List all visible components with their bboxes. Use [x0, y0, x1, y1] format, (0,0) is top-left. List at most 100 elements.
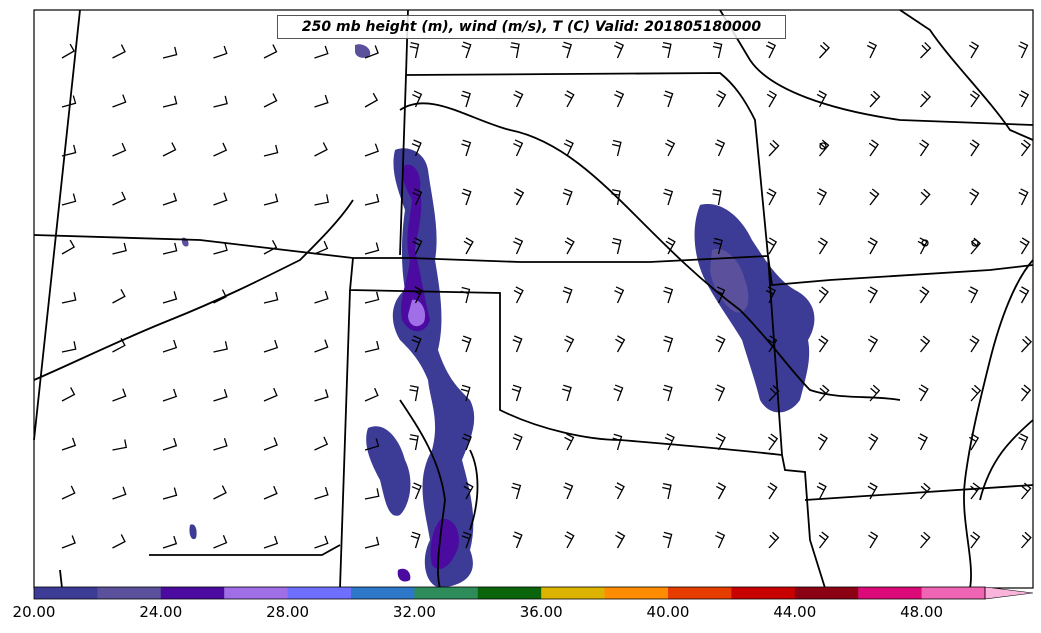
wind-barb — [868, 139, 879, 157]
wind-barb — [1019, 237, 1030, 255]
wind-barb — [213, 192, 228, 206]
wind-barb — [61, 535, 76, 549]
boundary-north-east — [719, 9, 1034, 126]
wind-barb — [263, 44, 278, 59]
wind-barb — [917, 433, 928, 451]
colorbar-tick-label: 36.00 — [519, 603, 563, 621]
wind-barb — [613, 41, 625, 59]
calm-wind-circle — [921, 239, 929, 247]
wind-barb — [816, 482, 827, 500]
wind-barb — [765, 41, 777, 59]
wind-barb — [112, 191, 127, 206]
wind-barb — [461, 90, 471, 108]
wind-barb — [715, 433, 726, 451]
wind-barb — [364, 92, 379, 108]
shading-spot-3 — [397, 568, 411, 582]
wind-barb — [564, 335, 575, 353]
colorbar-segment — [921, 587, 986, 599]
wind-barb — [512, 531, 523, 549]
colorbar-tick-label: 48.00 — [900, 603, 944, 621]
wind-barb — [867, 482, 878, 500]
wind-barb — [968, 433, 980, 451]
wind-barb — [919, 335, 931, 353]
colorbar-segment — [351, 587, 415, 599]
wind-barb — [213, 45, 228, 59]
wind-barb — [162, 535, 178, 549]
wind-barb — [513, 139, 524, 157]
wind-barb — [314, 535, 329, 549]
wind-barb — [61, 485, 76, 500]
wind-barb — [112, 486, 127, 500]
colorbar-tick-label: 20.00 — [12, 603, 56, 621]
wind-barb — [611, 237, 622, 255]
wind-barb — [213, 95, 228, 108]
wind-barb — [968, 286, 979, 304]
wind-barb — [663, 90, 674, 108]
boundary-west — [33, 9, 81, 441]
wind-barb — [662, 482, 672, 500]
colorbar-tick-label: 28.00 — [266, 603, 310, 621]
wind-barb — [970, 482, 981, 500]
wind-barb — [818, 286, 829, 304]
wind-barb — [314, 240, 329, 255]
shading-hot-west — [408, 299, 426, 327]
wind-barb — [61, 95, 77, 108]
shading-core-west — [401, 164, 430, 332]
wind-barb — [766, 90, 777, 108]
wind-barb — [614, 482, 625, 500]
wind-barb — [564, 531, 575, 549]
wind-barb — [867, 237, 878, 255]
wind-barb — [1020, 139, 1031, 157]
wind-barb — [213, 535, 228, 549]
wind-barb — [213, 485, 227, 500]
wind-barb — [511, 384, 522, 402]
wind-barb — [563, 482, 574, 500]
wind-barb — [715, 531, 726, 549]
wind-barb — [611, 189, 621, 206]
wind-barb — [213, 289, 227, 304]
wind-barb — [213, 142, 228, 157]
wind-barb — [1018, 41, 1029, 59]
wind-barb — [767, 482, 778, 500]
boundary-kansas-south — [33, 234, 769, 263]
wind-barb — [61, 43, 76, 59]
wind-barb — [970, 384, 982, 402]
wind-barb — [162, 339, 178, 353]
wind-barb — [819, 41, 830, 59]
wind-barb — [263, 93, 278, 108]
wind-barb — [112, 142, 127, 157]
wind-barb — [819, 384, 830, 402]
wind-barb — [61, 387, 76, 402]
wind-barb — [411, 482, 422, 500]
wind-barb — [461, 139, 472, 157]
colorbar-segment — [34, 587, 98, 599]
wind-barb — [412, 90, 423, 108]
wind-barb — [564, 90, 575, 108]
wind-barb — [411, 139, 422, 157]
wind-barb — [162, 46, 178, 59]
wind-barb — [665, 139, 676, 157]
wind-barb — [213, 388, 228, 402]
wind-barb — [716, 90, 727, 108]
wind-barb — [765, 286, 776, 304]
wind-barb — [162, 142, 177, 157]
colorbar-segment — [604, 587, 669, 599]
wind-barb — [364, 340, 380, 353]
wind-barb — [867, 286, 878, 304]
colorbar-tick-label: 40.00 — [646, 603, 690, 621]
wind-barb — [162, 192, 178, 206]
wind-barb — [713, 237, 723, 255]
wind-barb — [112, 44, 126, 59]
wind-barb — [818, 335, 829, 353]
wind-barb — [615, 335, 626, 353]
wind-barb — [969, 139, 980, 157]
wind-barb — [1021, 531, 1032, 549]
wind-barb — [869, 90, 881, 108]
wind-barb — [817, 237, 829, 255]
wind-barb — [162, 388, 178, 402]
wind-barb — [920, 90, 931, 108]
colorbar-segment — [668, 587, 732, 599]
wind-barb — [868, 531, 879, 549]
wind-barb — [364, 291, 380, 304]
wind-barb — [409, 41, 420, 59]
